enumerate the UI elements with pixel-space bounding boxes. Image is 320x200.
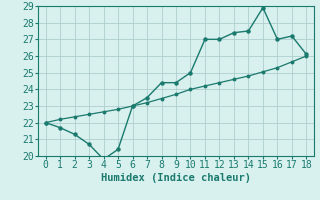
X-axis label: Humidex (Indice chaleur): Humidex (Indice chaleur) [101, 173, 251, 183]
